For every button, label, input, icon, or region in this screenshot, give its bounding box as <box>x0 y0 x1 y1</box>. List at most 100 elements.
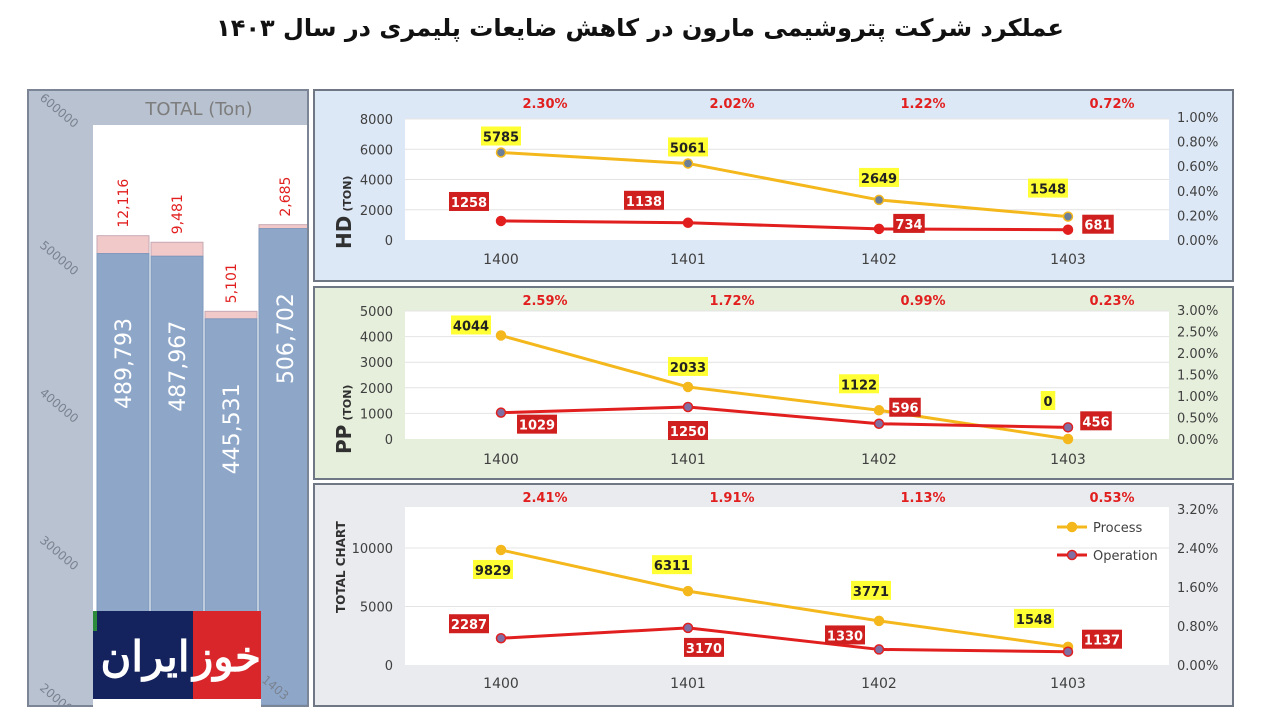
y-axis-title-unit: (TON) <box>341 385 354 421</box>
y-axis-title: HD (TON) <box>332 176 356 249</box>
legend-marker <box>1066 549 1078 561</box>
process-point <box>873 194 885 206</box>
y2-tick-label: 1.60% <box>1177 581 1218 596</box>
bar-top-label: 2,685 <box>278 177 294 217</box>
y2-tick-label: 0.00% <box>1177 234 1218 249</box>
bar-y-tick-label: 200000 <box>37 681 81 705</box>
process-point <box>1062 433 1074 445</box>
operation-label-box <box>825 625 865 645</box>
operation-point <box>495 215 507 227</box>
bar-top-label: 12,116 <box>116 179 132 228</box>
operation-point <box>495 632 507 644</box>
process-label-box <box>859 167 899 187</box>
bar-chart-title: TOTAL (Ton) <box>144 99 252 120</box>
operation-data-label: 3170 <box>686 642 722 657</box>
logo-text-khouz: خوز <box>193 632 261 681</box>
operation-point <box>873 418 885 429</box>
percentage-label: 0.53% <box>1089 491 1134 506</box>
process-label-box <box>851 580 891 600</box>
operation-data-label: 1137 <box>1084 634 1120 649</box>
x-tick-label: 1403 <box>1050 452 1086 468</box>
operation-point <box>682 217 694 229</box>
process-data-label: 1548 <box>1030 183 1066 198</box>
process-label-box <box>473 559 513 579</box>
bar-value-label: 445,531 <box>220 383 245 474</box>
pp-chart-panel: 0 1000 2000 3000 4000 5000 0.00% 0.50% 1.00% 1.50… <box>313 286 1234 480</box>
operation-line <box>500 626 1069 654</box>
x-tick-label: 1400 <box>483 252 519 268</box>
line-plot-area <box>405 507 1169 665</box>
bar-value-label: 489,793 <box>112 318 137 409</box>
x-tick-label: 1401 <box>670 452 706 468</box>
y-axis-title: PP (TON) <box>332 385 356 454</box>
process-label-box <box>1014 608 1054 628</box>
operation-label-box <box>889 397 921 417</box>
process-label-box <box>668 356 708 376</box>
bar-top-segment <box>96 235 150 255</box>
legend-marker <box>1066 521 1078 533</box>
y2-tick-label: 3.20% <box>1177 503 1218 518</box>
bar-top-label: 9,481 <box>170 194 186 234</box>
process-label-box <box>1040 391 1056 410</box>
y-tick-label: 2000 <box>360 382 393 397</box>
bar-top-segment <box>258 224 307 230</box>
operation-point <box>1062 646 1074 657</box>
process-point <box>495 544 507 556</box>
y-tick-label: 1000 <box>360 407 393 422</box>
process-point <box>873 615 885 627</box>
operation-point <box>682 401 694 413</box>
x-tick-label: 1401 <box>670 676 706 692</box>
bar-y-tick-label: 300000 <box>37 533 81 573</box>
y2-tick-label: 1.50% <box>1177 369 1218 384</box>
percentage-label: 1.72% <box>709 294 754 309</box>
process-label-box <box>652 555 692 575</box>
bar-y-tick-label: 400000 <box>37 386 81 426</box>
bar-top-label: 5,101 <box>224 263 240 303</box>
operation-point <box>873 644 885 655</box>
hd-chart-panel: 0 2000 4000 6000 8000 0.00% 0.20% 0.40% 0.60% 0.8… <box>313 89 1234 282</box>
process-data-label: 1122 <box>841 378 877 393</box>
operation-data-label: 1029 <box>519 419 555 434</box>
y-tick-label: 2000 <box>360 204 393 219</box>
process-line <box>500 151 1069 219</box>
process-label-box <box>1028 178 1068 198</box>
operation-label-box <box>893 213 925 233</box>
operation-data-label: 1250 <box>670 425 706 440</box>
operation-line <box>500 219 1069 232</box>
y-tick-label: 5000 <box>360 305 393 320</box>
process-data-label: 3771 <box>853 585 889 600</box>
operation-label-box <box>1080 411 1112 431</box>
process-point <box>682 585 694 597</box>
operation-label-box <box>1082 214 1114 234</box>
process-label-box <box>839 374 879 394</box>
operation-data-label: 2287 <box>451 618 487 633</box>
page-title: عملکرد شرکت پتروشیمی مارون در کاهش ضایعا… <box>216 14 1064 42</box>
process-data-label: 2649 <box>861 172 897 187</box>
percentage-label: 2.02% <box>709 97 754 112</box>
khouz-iran-logo: ایران خوز <box>93 611 261 707</box>
logo-green-mark <box>93 611 97 631</box>
process-label-box <box>481 126 521 146</box>
bar-top-segment <box>150 241 204 257</box>
process-data-label: 9829 <box>475 564 511 579</box>
y-axis-title-unit: (TON) <box>341 176 354 212</box>
operation-label-box <box>517 414 557 434</box>
y-tick-label: 0 <box>385 659 393 674</box>
y-tick-label: 0 <box>385 234 393 249</box>
percentage-label: 2.41% <box>522 491 567 506</box>
y-axis-title-main: TOTAL CHART <box>334 520 348 613</box>
total-line-chart-panel: 0 5000 10000 0.00% 0.80% 1.60% 2.40% 3.20% 1400 1… <box>313 483 1234 707</box>
y2-tick-label: 0.80% <box>1177 620 1218 635</box>
percentage-label: 2.59% <box>522 294 567 309</box>
y2-tick-label: 2.50% <box>1177 326 1218 341</box>
percentage-label: 1.91% <box>709 491 754 506</box>
process-data-label: 2033 <box>670 361 706 376</box>
operation-point <box>873 223 885 235</box>
process-data-label: 5785 <box>483 131 519 146</box>
y2-tick-label: 0.80% <box>1177 136 1218 151</box>
process-point <box>682 381 694 393</box>
operation-data-label: 596 <box>891 402 918 417</box>
operation-data-label: 734 <box>895 218 922 233</box>
x-tick-label: 1402 <box>861 452 897 468</box>
operation-data-label: 1138 <box>626 195 662 210</box>
